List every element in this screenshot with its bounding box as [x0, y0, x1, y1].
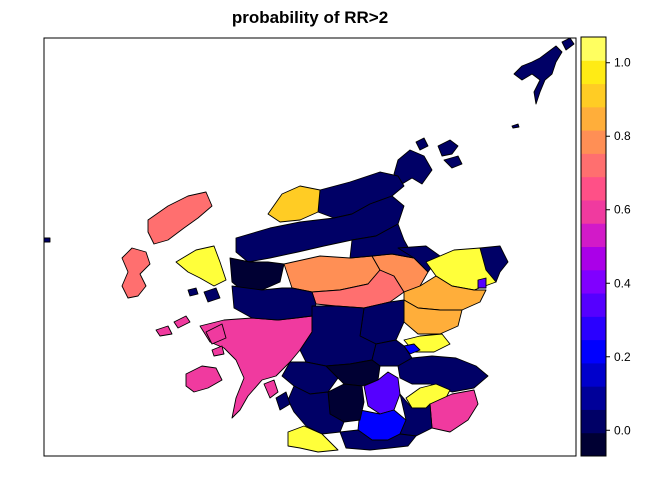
region-wester-ross	[229, 257, 285, 293]
region-eigg	[187, 287, 199, 297]
region-shetland-isle	[561, 37, 575, 51]
region-skye	[175, 245, 227, 287]
colorbar-band	[581, 199, 606, 224]
region-dundee	[403, 343, 421, 355]
region-jura	[205, 323, 227, 345]
colorbar-tick-label: 0.2	[614, 350, 631, 364]
region-lothian	[397, 355, 489, 393]
colorbar-tick-label: 0.0	[614, 423, 631, 437]
region-tiree	[155, 325, 173, 337]
colorbar-band	[581, 37, 606, 61]
plot-title: probability of RR>2	[232, 8, 388, 27]
region-galloway	[287, 425, 339, 453]
region-st-kilda	[43, 237, 51, 243]
colorbar-tick-label: 1.0	[614, 56, 631, 70]
colorbar-band	[581, 269, 606, 294]
colorbar-band	[581, 362, 606, 387]
region-coll	[173, 315, 191, 329]
colorbar-band	[581, 223, 606, 247]
region-arran	[275, 391, 291, 411]
region-islay	[263, 379, 279, 399]
colorbar-band	[581, 386, 606, 410]
colorbar-band	[581, 83, 606, 108]
scotland-map	[43, 37, 575, 453]
region-orkney-3	[415, 137, 429, 151]
region-lewis	[147, 191, 213, 245]
region-mull	[185, 365, 223, 393]
region-rum	[203, 287, 221, 303]
colorbar-tick-label: 0.4	[614, 276, 631, 290]
colorbar-band	[581, 432, 606, 457]
colorbar-band	[581, 153, 606, 178]
colorbar-band	[581, 246, 606, 271]
colorbar-tick-label: 0.6	[614, 203, 631, 217]
colorbar-band	[581, 130, 606, 154]
region-orkney	[437, 139, 459, 157]
region-roxburgh	[399, 393, 433, 437]
colorbar-frame	[580, 36, 607, 457]
region-colonsay	[211, 345, 225, 357]
colorbar-ticks: 0.0 0.2 0.4 0.6 0.8 1.0	[606, 56, 631, 437]
colorbar-band	[581, 409, 606, 434]
region-kincardine	[403, 299, 463, 335]
region-peterhead	[479, 245, 509, 283]
colorbar-band	[581, 339, 606, 364]
colorbar-band	[581, 176, 606, 201]
region-orkney-2	[443, 155, 463, 169]
region-harris	[121, 247, 151, 299]
region-fraserburgh	[477, 277, 487, 289]
colorbar-band	[581, 106, 606, 131]
colorbar-band	[581, 60, 606, 85]
region-dumfries	[339, 429, 417, 451]
colorbar-band	[581, 316, 606, 341]
region-borders-pink	[429, 389, 479, 433]
region-shetland	[513, 45, 563, 105]
region-north-west	[267, 185, 321, 223]
region-fair-isle	[511, 123, 520, 129]
colorbar-band	[581, 293, 606, 317]
colorbar-tick-label: 0.8	[614, 129, 631, 143]
colorbar	[581, 37, 606, 457]
